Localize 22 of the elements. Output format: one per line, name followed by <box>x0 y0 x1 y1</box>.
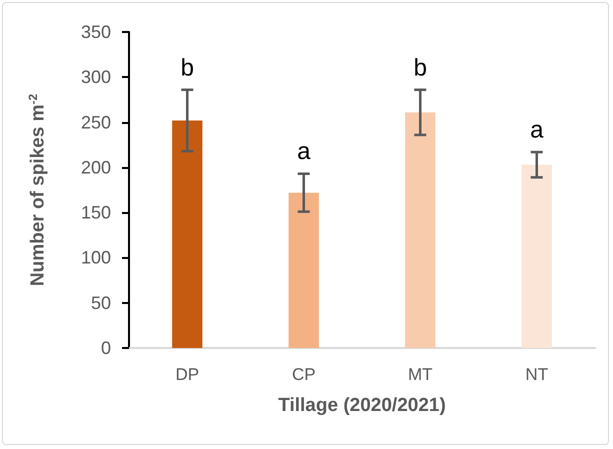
annotation: b <box>414 54 427 82</box>
x-tick-label: MT <box>408 365 433 384</box>
x-tick-label: DP <box>175 365 200 384</box>
annotation: b <box>180 54 194 82</box>
x-axis-title: Tillage (2020/2021) <box>278 395 446 416</box>
x-tick-label: CP <box>292 365 316 384</box>
y-tick-label: 350 <box>80 22 111 42</box>
y-tick-label: 300 <box>80 67 111 88</box>
y-axis-title: Number of spikes m-2 <box>26 94 48 286</box>
y-tick-label: 250 <box>80 112 111 132</box>
bar <box>172 120 202 348</box>
y-tick-label: 150 <box>80 202 111 223</box>
bar <box>288 192 319 348</box>
y-tick-label: 100 <box>80 248 111 268</box>
y-tick-label: 200 <box>80 157 111 178</box>
bar <box>522 164 552 348</box>
bar <box>405 112 436 348</box>
y-tick-label: 0 <box>100 338 111 358</box>
x-tick-label: NT <box>525 365 548 384</box>
annotation: a <box>297 138 312 166</box>
y-tick-label: 50 <box>90 292 111 313</box>
annotation: a <box>530 116 544 144</box>
